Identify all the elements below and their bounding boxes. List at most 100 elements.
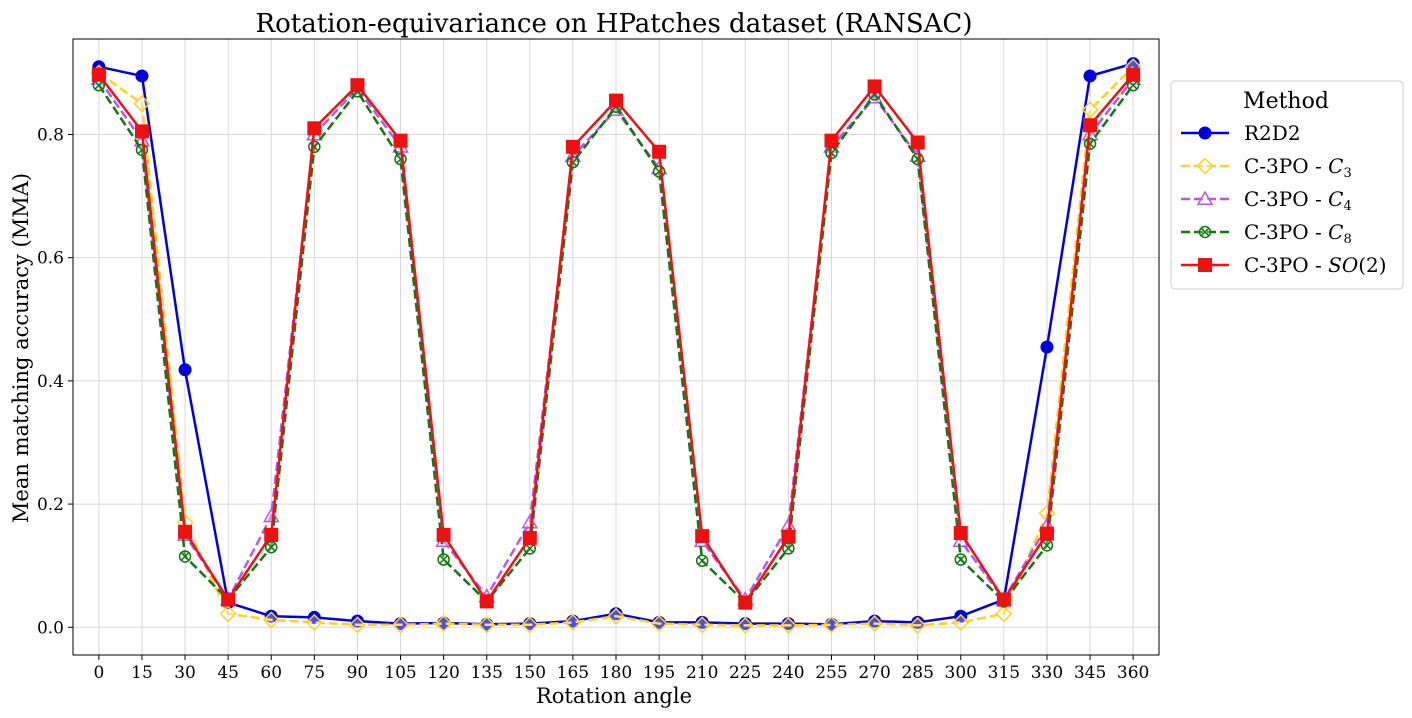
data-point (954, 553, 968, 566)
data-point (348, 616, 366, 634)
data-point (350, 78, 365, 93)
data-point (695, 529, 710, 544)
legend-entry: C-3PO - C3 (1181, 154, 1352, 181)
x-tick-label: 45 (217, 663, 239, 683)
data-point (522, 530, 537, 545)
y-tick-label: 0.6 (37, 249, 64, 269)
y-axis-label: Mean matching accuracy (MMA) (9, 173, 33, 523)
y-tick-label: 0.4 (37, 372, 64, 392)
x-tick-label: 285 (901, 663, 933, 683)
data-point (736, 616, 754, 634)
data-point (779, 616, 797, 634)
data-point (308, 140, 321, 154)
data-point (952, 613, 970, 631)
x-tick-label: 150 (514, 663, 546, 683)
chart-title: Rotation-equivariance on HPatches datase… (256, 9, 973, 39)
x-tick-label: 60 (260, 663, 282, 683)
data-point (133, 95, 151, 113)
y-tick-label: 0.8 (37, 125, 64, 145)
data-point (478, 616, 496, 634)
series-4 (92, 78, 1140, 609)
x-axis-label: Rotation angle (536, 684, 692, 708)
data-point (693, 616, 711, 634)
data-point (867, 79, 882, 94)
legend-entry: C-3PO - SO(2) (1181, 253, 1387, 277)
x-tick-label: 360 (1117, 663, 1149, 683)
x-tick-label: 225 (729, 663, 761, 683)
data-point (305, 613, 323, 631)
legend-swatch-marker (1198, 126, 1212, 140)
data-point (953, 526, 968, 541)
x-tick-label: 75 (304, 663, 326, 683)
data-point (954, 609, 968, 623)
x-tick-label: 105 (384, 663, 416, 683)
data-point (1039, 526, 1054, 541)
data-point (1083, 118, 1098, 133)
y-axis: 0.0 0.2 0.4 0.6 0.8 (37, 125, 73, 638)
data-point (824, 133, 839, 148)
data-point (1083, 137, 1097, 150)
data-point (135, 143, 149, 157)
x-tick-label: 165 (557, 663, 589, 683)
data-point (436, 527, 451, 542)
data-point (650, 615, 668, 633)
legend-swatch-marker (1196, 190, 1214, 205)
data-point (134, 124, 149, 139)
data-point (135, 69, 149, 83)
legend-label: C-3PO - C4 (1244, 187, 1352, 214)
data-point (564, 613, 582, 631)
x-tick-label: 120 (427, 663, 459, 683)
data-point (1040, 539, 1054, 552)
legend-swatch-marker (1198, 225, 1212, 239)
legend-entries: R2D2 C-3PO - C3 C-3PO - C4 C-3PO - C8 C-3PO … (1181, 121, 1387, 277)
x-tick-label: 135 (470, 663, 502, 683)
x-tick-label: 15 (131, 663, 153, 683)
x-tick-label: 90 (347, 663, 369, 683)
data-point (911, 152, 924, 166)
x-tick-label: 0 (93, 663, 104, 683)
data-point (782, 542, 795, 555)
legend-entry: C-3PO - C8 (1181, 220, 1352, 247)
data-point (178, 363, 192, 377)
data-point (652, 144, 667, 159)
legend-entry: C-3PO - C4 (1181, 187, 1352, 214)
legend-label: C-3PO - SO(2) (1244, 253, 1387, 277)
data-point (307, 610, 321, 624)
series-line (97, 78, 1135, 601)
data-point (866, 615, 884, 633)
data-point (435, 615, 453, 633)
y-tick-label: 0.0 (37, 618, 64, 638)
data-point (910, 135, 925, 150)
data-point (479, 594, 494, 609)
x-tick-label: 30 (174, 663, 196, 683)
data-point (521, 616, 539, 634)
x-tick-label: 210 (686, 663, 718, 683)
legend-label: R2D2 (1244, 121, 1301, 145)
data-point (1126, 67, 1141, 82)
data-point (1083, 69, 1097, 83)
data-point (566, 155, 580, 169)
legend-label: C-3PO - C3 (1244, 154, 1352, 181)
x-tick-label: 255 (815, 663, 847, 683)
data-point (264, 540, 278, 554)
data-point (391, 616, 410, 634)
data-point (262, 611, 280, 629)
data-point (607, 607, 625, 625)
x-axis: 0 15 30 45 60 75 90 105 120 135 150 165 180 195 210 225… (93, 655, 1149, 683)
data-point (822, 616, 841, 634)
legend-swatch-marker (1196, 157, 1214, 175)
series-5 (91, 67, 1141, 610)
x-tick-label: 300 (945, 663, 977, 683)
data-point (1040, 340, 1054, 354)
data-point (738, 595, 753, 610)
series-group (90, 57, 1142, 634)
data-point (91, 67, 106, 82)
data-point (394, 152, 407, 166)
data-point (307, 121, 322, 136)
data-point (996, 592, 1011, 607)
x-tick-label: 195 (643, 663, 675, 683)
data-point (264, 527, 279, 542)
legend-entry: R2D2 (1181, 121, 1301, 145)
data-point (437, 553, 450, 566)
